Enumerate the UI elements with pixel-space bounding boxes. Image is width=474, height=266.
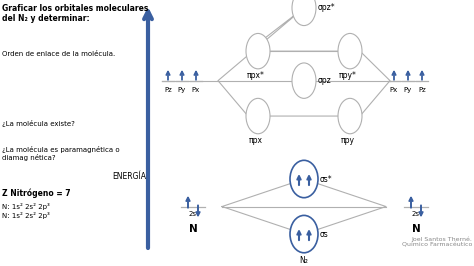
Text: 2s: 2s [412,211,420,218]
Text: N: 1s² 2s² 2p³: N: 1s² 2s² 2p³ [2,213,50,219]
Text: ¿La molécula es paramagnética o
diamag nética?: ¿La molécula es paramagnética o diamag n… [2,146,119,161]
Ellipse shape [292,0,316,26]
Ellipse shape [246,34,270,69]
Ellipse shape [292,63,316,98]
Text: N: N [411,224,420,234]
Ellipse shape [246,98,270,134]
Text: N: N [189,224,197,234]
Text: πpy: πpy [341,136,355,145]
Text: Joel Santos Therné.
Químico Farmacéutico: Joel Santos Therné. Químico Farmacéutico [401,236,472,248]
Text: 2s: 2s [189,211,197,218]
Text: Px: Px [192,86,200,93]
Text: σs: σs [320,230,329,239]
Text: Py: Py [404,86,412,93]
Text: Pz: Pz [418,86,426,93]
Text: ENERGÍA: ENERGÍA [112,172,146,181]
Text: Px: Px [390,86,398,93]
Ellipse shape [338,98,362,134]
Text: Orden de enlace de la molécula.: Orden de enlace de la molécula. [2,51,115,57]
Text: σs*: σs* [320,174,333,184]
Text: ¿La molécula existe?: ¿La molécula existe? [2,120,75,127]
Text: σpz: σpz [318,76,332,85]
Text: πpy*: πpy* [339,71,357,80]
Text: σpz*: σpz* [318,3,336,12]
Text: N₂: N₂ [300,256,309,265]
Text: N: 1s² 2s² 2p³: N: 1s² 2s² 2p³ [2,203,50,210]
Text: Py: Py [178,86,186,93]
Ellipse shape [290,160,318,198]
Text: Pz: Pz [164,86,172,93]
Text: Graficar los orbitales moleculares
del N₂ y determinar:: Graficar los orbitales moleculares del N… [2,4,148,23]
Ellipse shape [290,215,318,253]
Text: πpx*: πpx* [247,71,265,80]
Ellipse shape [338,34,362,69]
Text: πpx: πpx [249,136,263,145]
Text: Z Nitrógeno = 7: Z Nitrógeno = 7 [2,189,71,198]
